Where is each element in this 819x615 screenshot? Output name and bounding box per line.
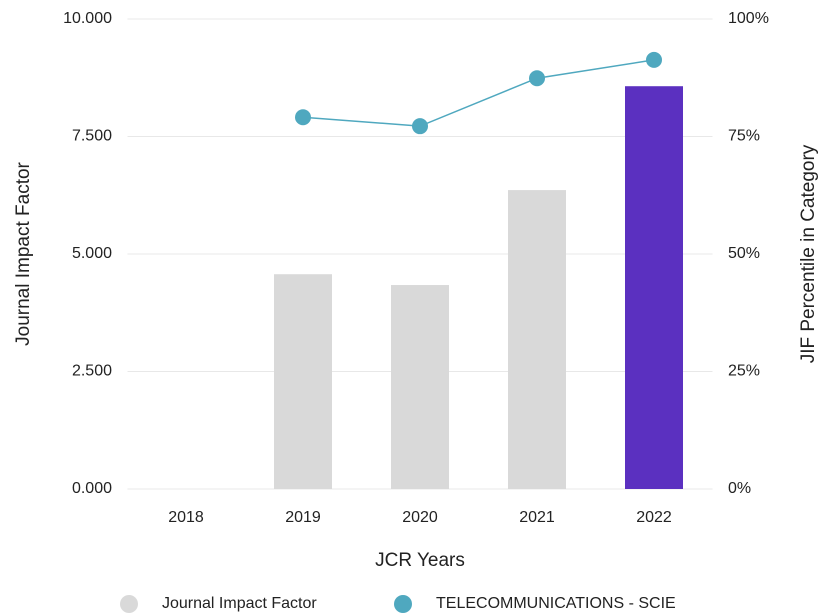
x-tick-label: 2018 xyxy=(168,509,204,526)
point xyxy=(412,118,428,135)
y-tick-label: 2.500 xyxy=(72,363,112,380)
y2-tick-label: 25% xyxy=(728,363,760,380)
point xyxy=(529,70,545,87)
point xyxy=(295,109,311,126)
point xyxy=(646,51,662,68)
y2-tick-label: 75% xyxy=(728,128,760,145)
x-tick-label: 2022 xyxy=(636,509,672,526)
x-tick-label: 2019 xyxy=(285,509,321,526)
x-tick-label: 2020 xyxy=(402,509,438,526)
bar xyxy=(391,285,449,489)
legend-label: Journal Impact Factor xyxy=(162,595,317,612)
x-tick-label: 2021 xyxy=(519,509,555,526)
y2-tick-label: 0% xyxy=(728,480,751,497)
legend-label: TELECOMMUNICATIONS - SCIE xyxy=(436,595,676,612)
y2-tick-label: 50% xyxy=(728,245,760,262)
y-tick-label: 10.000 xyxy=(63,10,112,27)
bar xyxy=(274,274,332,489)
y-axis-title: Journal Impact Factor xyxy=(13,161,34,345)
legend-swatch xyxy=(394,595,412,613)
line xyxy=(302,59,655,127)
bar xyxy=(508,190,566,489)
y-tick-label: 5.000 xyxy=(72,245,112,262)
legend-swatch xyxy=(120,595,138,613)
y2-tick-label: 100% xyxy=(728,10,769,27)
y-tick-label: 7.500 xyxy=(72,128,112,145)
y2-axis-title: JIF Percentile in Category xyxy=(798,144,819,363)
x-axis-title: JCR Years xyxy=(375,550,465,571)
bar xyxy=(625,86,683,490)
y-tick-label: 0.000 xyxy=(72,480,112,497)
